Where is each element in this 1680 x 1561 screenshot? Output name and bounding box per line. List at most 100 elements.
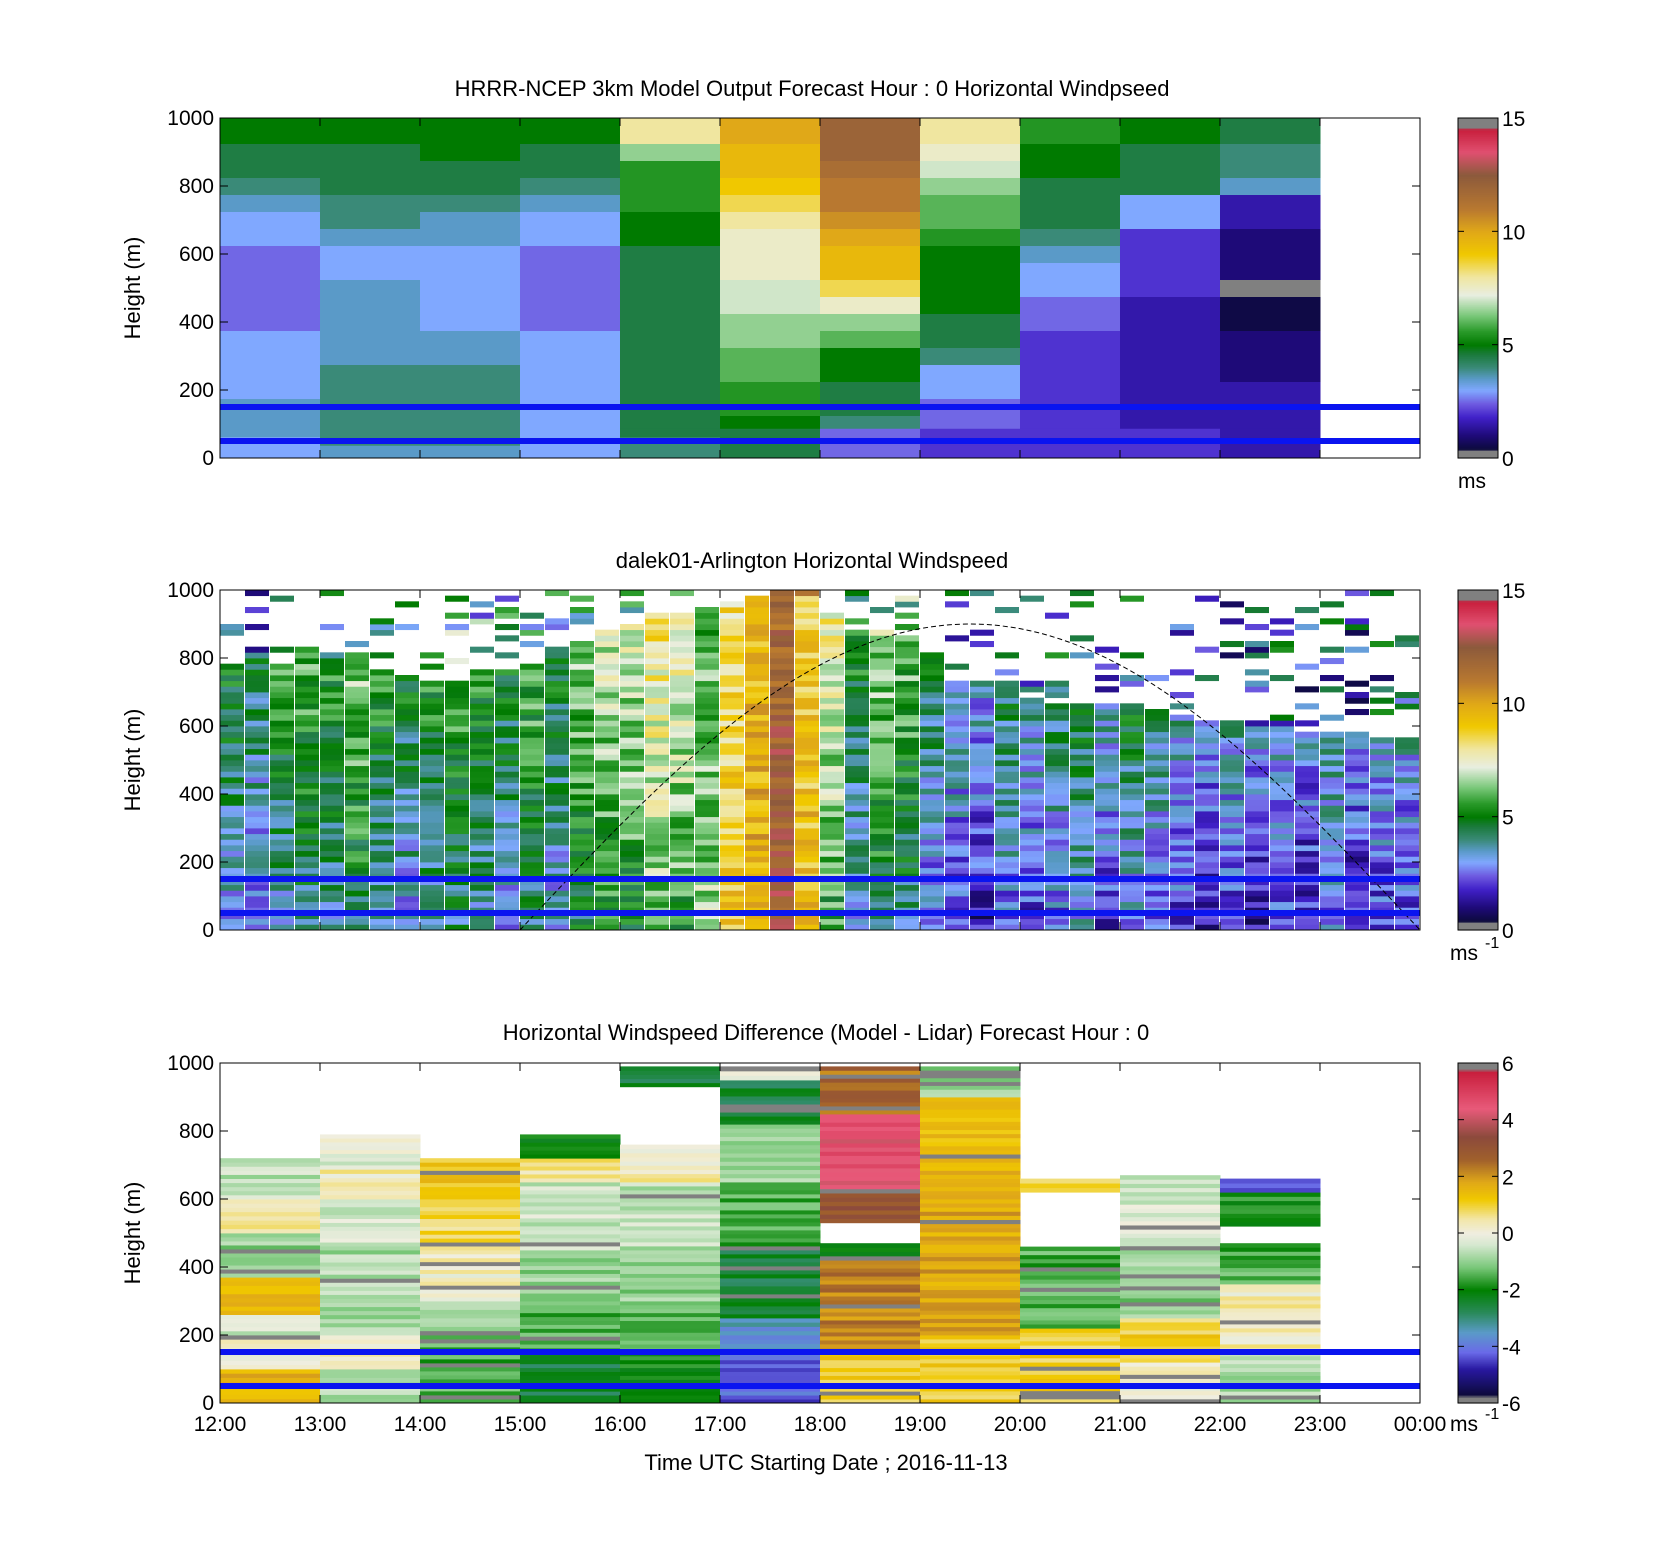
heatmap-cell: [945, 731, 969, 738]
colorbar-segment: [1458, 390, 1498, 393]
heatmap-cell: [1145, 709, 1169, 716]
heatmap-cell: [720, 1177, 821, 1183]
heatmap-cell: [770, 635, 794, 642]
heatmap-cell: [720, 771, 744, 778]
heatmap-cell: [545, 884, 569, 891]
heatmap-cell: [395, 726, 419, 733]
heatmap-cell: [520, 1162, 621, 1167]
heatmap-cell: [720, 1096, 821, 1101]
heatmap-cell: [1095, 782, 1119, 789]
heatmap-cell: [520, 1277, 621, 1282]
heatmap-cell: [1170, 760, 1194, 767]
colorbar-segment: [1458, 704, 1498, 707]
colorbar-segment: [1458, 1277, 1498, 1280]
heatmap-cell: [320, 1234, 421, 1239]
heatmap-cell: [870, 811, 894, 818]
heatmap-cell: [545, 867, 569, 874]
colorbar-segment: [1458, 790, 1498, 793]
heatmap-cell: [320, 1339, 421, 1344]
heatmap-cell: [1220, 1255, 1321, 1260]
heatmap-cell: [520, 765, 544, 772]
heatmap-cell: [470, 703, 494, 710]
heatmap-cell: [1095, 884, 1119, 891]
colorbar-segment: [1458, 180, 1498, 183]
heatmap-cell: [345, 799, 369, 806]
heatmap-cell: [1320, 845, 1344, 852]
heatmap-cell: [970, 918, 994, 925]
heatmap-cell: [320, 833, 344, 840]
heatmap-cell: [1170, 743, 1194, 750]
heatmap-cell: [345, 686, 369, 693]
colorbar-segment: [1458, 430, 1498, 433]
heatmap-cell: [1320, 811, 1344, 818]
colorbar-segment: [1458, 694, 1498, 697]
heatmap-cell: [670, 845, 694, 852]
heatmap-cell: [1195, 731, 1219, 738]
heatmap-cell: [420, 1339, 521, 1344]
heatmap-cell: [1195, 867, 1219, 874]
heatmap-cell: [295, 918, 319, 925]
heatmap-cell: [895, 833, 919, 840]
colorbar-segment: [1458, 344, 1498, 347]
colorbar-segment: [1458, 300, 1498, 303]
heatmap-cell: [770, 771, 794, 778]
heatmap-cell: [620, 833, 644, 840]
heatmap-cell: [295, 913, 319, 920]
heatmap-cell: [520, 805, 544, 812]
heatmap-cell: [620, 1257, 721, 1263]
heatmap-cell: [320, 822, 344, 829]
heatmap-cell: [920, 330, 1021, 348]
colorbar-segment: [1458, 590, 1498, 593]
colorbar-segment: [1458, 1401, 1498, 1404]
heatmap-cell: [1220, 1363, 1321, 1369]
heatmap-cell: [795, 777, 819, 784]
heatmap-cell: [1370, 748, 1394, 755]
colorbar-segment: [1458, 666, 1498, 669]
heatmap-cell: [720, 658, 744, 665]
heatmap-cell: [920, 1236, 1021, 1241]
heatmap-cell: [245, 828, 269, 835]
heatmap-cell: [1020, 816, 1044, 823]
colorbar-segment: [1458, 900, 1498, 903]
heatmap-cell: [745, 748, 769, 755]
heatmap-cell: [820, 1260, 921, 1265]
heatmap-cell: [395, 839, 419, 846]
heatmap-cell: [720, 1318, 821, 1323]
colorbar-segment: [1458, 1283, 1498, 1286]
heatmap-cell: [620, 777, 644, 784]
heatmap-cell: [820, 1328, 921, 1333]
heatmap-cell: [545, 788, 569, 795]
heatmap-cell: [1345, 805, 1369, 812]
heatmap-cell: [820, 1205, 921, 1211]
heatmap-cell: [620, 748, 644, 755]
heatmap-cell: [445, 782, 469, 789]
heatmap-cell: [545, 896, 569, 903]
heatmap-cell: [920, 811, 944, 818]
heatmap-cell: [1195, 850, 1219, 857]
heatmap-cell: [1045, 896, 1069, 903]
heatmap-cell: [1220, 833, 1244, 840]
heatmap-cell: [920, 1252, 1021, 1258]
heatmap-cell: [1270, 862, 1294, 869]
heatmap-cell: [670, 675, 694, 682]
heatmap-cell: [1120, 748, 1144, 755]
heatmap-cell: [295, 652, 319, 659]
heatmap-cell: [695, 913, 719, 920]
heatmap-cell: [895, 805, 919, 812]
heatmap-cell: [1020, 1340, 1121, 1346]
heatmap-cell: [520, 799, 544, 806]
heatmap-cell: [720, 296, 821, 314]
heatmap-cell: [745, 890, 769, 897]
heatmap-cell: [970, 726, 994, 733]
heatmap-cell: [1020, 1353, 1121, 1359]
heatmap-cell: [920, 1330, 1021, 1336]
heatmap-cell: [1170, 890, 1194, 897]
heatmap-cell: [1345, 777, 1369, 784]
heatmap-cell: [570, 663, 594, 670]
heatmap-cell: [695, 924, 719, 931]
heatmap-cell: [470, 771, 494, 778]
heatmap-cell: [220, 765, 244, 772]
heatmap-cell: [1220, 1320, 1321, 1325]
heatmap-cell: [1045, 686, 1069, 693]
colorbar-segment: [1458, 762, 1498, 765]
